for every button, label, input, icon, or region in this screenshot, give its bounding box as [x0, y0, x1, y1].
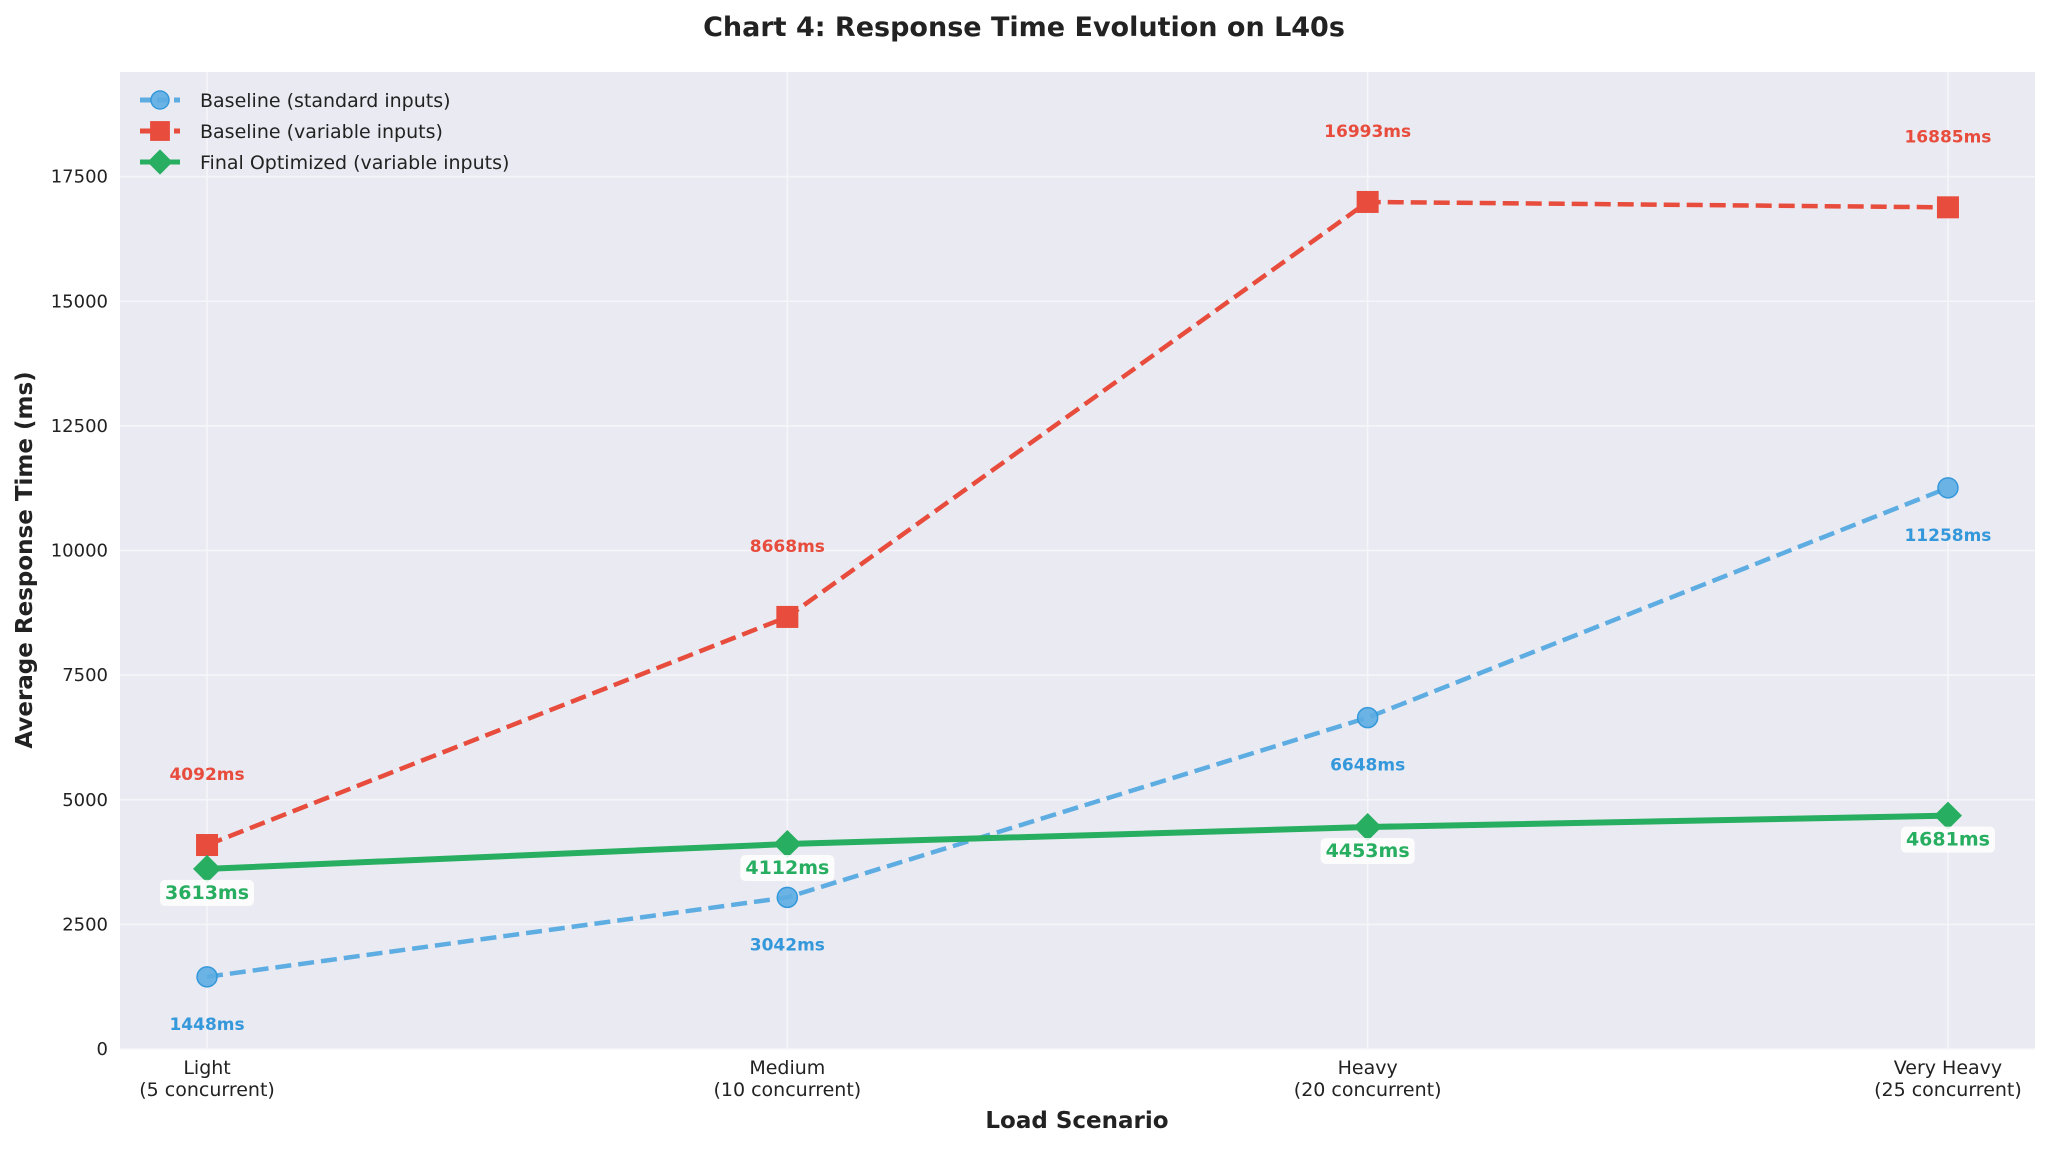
data-label-box	[160, 879, 255, 906]
y-tick-label: 15000	[51, 291, 108, 312]
data-label: 1448ms	[169, 1015, 244, 1035]
diamond-marker	[1353, 813, 1382, 842]
circle-marker	[1937, 477, 1959, 499]
data-label-box	[1900, 826, 1995, 853]
square-marker	[150, 121, 170, 141]
x-tick-label: Very Heavy	[1894, 1057, 2002, 1079]
data-label: 4112ms	[745, 857, 829, 879]
diamond-marker	[147, 149, 173, 175]
data-label: 4092ms	[169, 765, 244, 785]
y-tick-label: 0	[97, 1039, 108, 1060]
y-tick-label: 17500	[51, 167, 108, 188]
diamond-marker	[193, 854, 222, 883]
legend-entry: Baseline (variable inputs)	[200, 121, 443, 143]
x-tick-label: (20 concurrent)	[1294, 1079, 1442, 1101]
series-2	[193, 801, 1962, 883]
square-marker	[776, 605, 799, 628]
series-line	[206, 485, 1949, 980]
legend-entry: Final Optimized (variable inputs)	[200, 152, 509, 174]
x-tick-label: (10 concurrent)	[713, 1079, 861, 1101]
series-line	[206, 812, 1949, 872]
data-label: 11258ms	[1904, 526, 1991, 546]
data-label-box	[1320, 838, 1415, 865]
chart-title: Chart 4: Response Time Evolution on L40s	[703, 12, 1345, 43]
legend: Baseline (standard inputs) Baseline (vari…	[140, 90, 509, 175]
data-label: 16993ms	[1324, 122, 1411, 142]
circle-marker	[196, 966, 218, 988]
y-tick-label: 2500	[62, 914, 108, 935]
legend-entry: Baseline (standard inputs)	[200, 90, 451, 112]
data-label: 8668ms	[750, 537, 825, 557]
data-label: 6648ms	[1330, 756, 1405, 776]
data-label: 16885ms	[1904, 127, 1991, 147]
square-marker	[196, 834, 219, 857]
diamond-marker	[1933, 801, 1962, 830]
x-axis-label: Load Scenario	[985, 1108, 1168, 1134]
x-tick-label: (5 concurrent)	[139, 1079, 275, 1101]
y-tick-label: 12500	[51, 416, 108, 437]
data-label-box	[740, 855, 835, 882]
y-tick-label: 5000	[62, 790, 108, 811]
plot-area	[120, 72, 2035, 1049]
data-label: 4681ms	[1906, 829, 1990, 851]
data-label: 4453ms	[1326, 840, 1410, 862]
series-0	[196, 477, 1959, 988]
x-tick-label: Medium	[749, 1057, 825, 1079]
series-1	[196, 190, 1959, 857]
y-axis-label: Average Response Time (ms)	[12, 371, 38, 748]
circle-marker	[776, 886, 799, 909]
x-tick-label: Light	[183, 1057, 230, 1079]
circle-marker	[150, 90, 170, 110]
square-marker	[1936, 196, 1959, 219]
x-tick-label: (25 concurrent)	[1874, 1079, 2022, 1101]
y-tick-label: 7500	[62, 665, 108, 686]
circle-marker	[1356, 706, 1379, 729]
series-line	[206, 199, 1948, 848]
data-label: 3613ms	[165, 882, 249, 904]
data-label: 3042ms	[750, 935, 825, 955]
square-marker	[1356, 190, 1379, 213]
y-tick-label: 10000	[51, 541, 108, 562]
diamond-marker	[773, 830, 802, 859]
x-tick-label: Heavy	[1338, 1057, 1398, 1079]
